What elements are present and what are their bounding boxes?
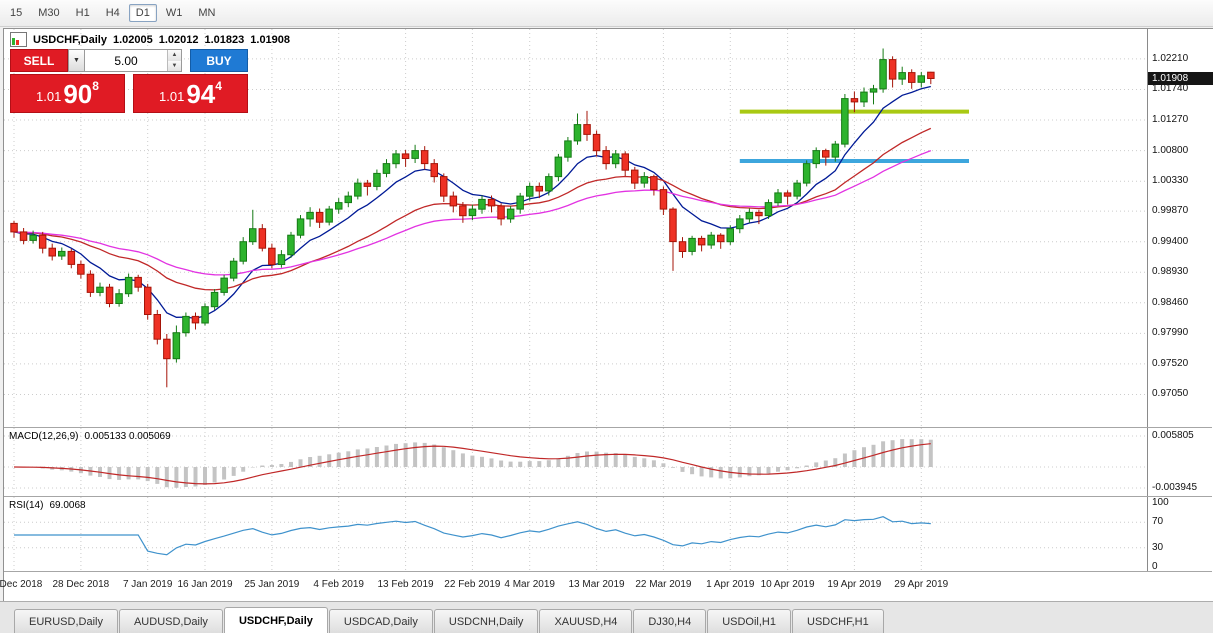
ohlc-close: 1.01908	[250, 33, 291, 46]
chart-tab-xauusd-h4[interactable]: XAUUSD,H4	[539, 609, 633, 633]
current-price-tag: 1.01908	[1148, 71, 1213, 85]
sell-button[interactable]: SELL	[10, 49, 68, 72]
rsi-indicator-pane: RSI(14) 69.0068	[4, 497, 1146, 571]
main-chart-pane: USDCHF,Daily 1.02005 1.02012 1.01823 1.0…	[4, 29, 1146, 427]
timeframe-toolbar: 15 M30 H1 H4 D1 W1 MN	[0, 0, 1213, 27]
time-axis-label: 7 Jan 2019	[122, 579, 173, 590]
stepper-down-icon[interactable]: ▼	[168, 60, 181, 71]
rsi-axis-label: 100	[1152, 497, 1169, 508]
sell-price-big: 90	[63, 78, 93, 109]
volume-dropdown-button[interactable]: ▼	[68, 49, 85, 72]
price-axis-label: 1.01270	[1152, 114, 1189, 126]
time-axis-label: 29 Apr 2019	[894, 579, 949, 590]
timeframe-button-15[interactable]: 15	[3, 4, 29, 22]
price-axis-label: 0.98930	[1152, 266, 1189, 278]
stepper-up-icon[interactable]: ▲	[168, 50, 181, 61]
rsi-axis-label: 70	[1152, 516, 1164, 528]
time-axis-label: 4 Mar 2019	[504, 579, 555, 590]
timeframe-buttons: 15 M30 H1 H4 D1 W1 MN	[3, 4, 222, 22]
rsi-axis-label: 0	[1152, 561, 1158, 572]
sell-price-pip: 8	[92, 78, 99, 93]
ohlc-open: 1.02005	[112, 33, 153, 46]
rsi-name: RSI(14)	[9, 500, 44, 511]
chart-tab-usdcad-daily[interactable]: USDCAD,Daily	[328, 609, 433, 633]
macd-axis-label: -0.003945	[1152, 482, 1198, 493]
time-axis-label: 19 Dec 2018	[0, 579, 43, 590]
timeframe-button-mn[interactable]: MN	[191, 4, 222, 22]
macd-indicator-pane: MACD(12,26,9) 0.005133 0.005069	[4, 428, 1146, 496]
timeframe-button-d1[interactable]: D1	[128, 4, 157, 22]
volume-stepper[interactable]: ▲ ▼	[167, 50, 181, 71]
chart-tab-usdchf-h1[interactable]: USDCHF,H1	[792, 609, 884, 633]
price-axis-label: 0.99870	[1152, 205, 1189, 217]
main-chart-canvas[interactable]	[4, 29, 1146, 427]
time-axis-label: 25 Jan 2019	[244, 579, 300, 590]
time-axis-label: 1 Apr 2019	[706, 579, 755, 590]
time-axis-label: 13 Mar 2019	[568, 579, 625, 590]
price-axis-label: 1.01740	[1152, 83, 1189, 95]
chart-title: USDCHF,Daily 1.02005 1.02012 1.01823 1.0…	[10, 32, 290, 47]
price-axis-label: 0.97990	[1152, 327, 1189, 339]
sell-price-button[interactable]: 1.01 90 8	[10, 74, 125, 113]
macd-label: MACD(12,26,9) 0.005133 0.005069	[9, 431, 171, 442]
time-axis-label: 22 Feb 2019	[444, 579, 501, 590]
chart-tab-dj30-h4[interactable]: DJ30,H4	[633, 609, 707, 633]
time-axis-label: 4 Feb 2019	[313, 579, 364, 590]
price-axis-label: 1.00330	[1152, 175, 1189, 187]
timeframe-button-h4[interactable]: H4	[99, 4, 127, 22]
chart-window: USDCHF,Daily 1.02005 1.02012 1.01823 1.0…	[0, 28, 1213, 602]
chart-icon	[10, 32, 27, 47]
rsi-value: 69.0068	[49, 500, 86, 511]
ohlc-low: 1.01823	[204, 33, 245, 46]
price-axis-label: 1.00800	[1152, 144, 1189, 156]
sell-price-prefix: 1.01	[36, 89, 62, 104]
rsi-canvas[interactable]	[4, 497, 1146, 571]
volume-value[interactable]: 5.00	[114, 53, 138, 68]
buy-price-prefix: 1.01	[159, 89, 185, 104]
macd-values: 0.005133 0.005069	[84, 431, 171, 442]
macd-axis-label: 0.005805	[1152, 430, 1194, 441]
price-axis-label: 0.98460	[1152, 296, 1189, 308]
chart-tab-eurusd-daily[interactable]: EURUSD,Daily	[14, 609, 118, 633]
rsi-axis-label: 30	[1152, 541, 1164, 553]
chart-tab-audusd-daily[interactable]: AUDUSD,Daily	[118, 609, 223, 633]
time-axis-label: 10 Apr 2019	[760, 579, 815, 590]
pane-splitter[interactable]	[4, 427, 1212, 428]
charts-tab-bar: EURUSD,Daily AUDUSD,Daily USDCHF,Daily USDC…	[0, 601, 1213, 633]
buy-price-button[interactable]: 1.01 94 4	[133, 74, 248, 113]
time-axis[interactable]: 19 Dec 2018 28 Dec 2018 7 Jan 2019 16 Jan 2…	[0, 572, 1212, 599]
pane-splitter[interactable]	[4, 571, 1212, 572]
chart-symbol-period: USDCHF,Daily	[33, 33, 107, 46]
price-axis-label: 0.97050	[1152, 388, 1189, 400]
rsi-label: RSI(14) 69.0068	[9, 500, 86, 511]
chart-tab-usdchf-daily[interactable]: USDCHF,Daily	[223, 607, 328, 633]
buy-button[interactable]: BUY	[190, 49, 248, 72]
price-axis-label: 0.97520	[1152, 357, 1189, 369]
timeframe-button-h1[interactable]: H1	[69, 4, 97, 22]
macd-canvas[interactable]	[4, 428, 1146, 496]
macd-name: MACD(12,26,9)	[9, 431, 79, 442]
time-axis-label: 13 Feb 2019	[377, 579, 434, 590]
chart-tab-usdcnh-daily[interactable]: USDCNH,Daily	[433, 609, 539, 633]
buy-price-pip: 4	[215, 78, 222, 93]
pane-splitter[interactable]	[4, 496, 1212, 497]
price-axis-label: 1.02210	[1152, 52, 1189, 64]
chevron-down-icon: ▼	[73, 57, 80, 64]
timeframe-button-m30[interactable]: M30	[31, 4, 66, 22]
time-axis-label: 28 Dec 2018	[52, 579, 110, 590]
one-click-trading-widget: SELL ▼ 5.00 ▲ ▼ BUY 1.01 90 8 1.01 94 4	[10, 49, 248, 113]
time-axis-label: 16 Jan 2019	[177, 579, 233, 590]
time-axis-label: 19 Apr 2019	[827, 579, 882, 590]
price-axis[interactable]: 1.02210 1.01740 1.01270 1.00800 1.00330 0.998…	[1147, 29, 1213, 572]
ohlc-high: 1.02012	[158, 33, 199, 46]
buy-price-big: 94	[186, 78, 216, 109]
chart-tab-usdoil-h1[interactable]: USDOil,H1	[707, 609, 791, 633]
volume-field[interactable]: 5.00 ▲ ▼	[85, 49, 182, 72]
price-axis-label: 0.99400	[1152, 235, 1189, 247]
time-axis-label: 22 Mar 2019	[635, 579, 692, 590]
timeframe-button-w1[interactable]: W1	[159, 4, 190, 22]
